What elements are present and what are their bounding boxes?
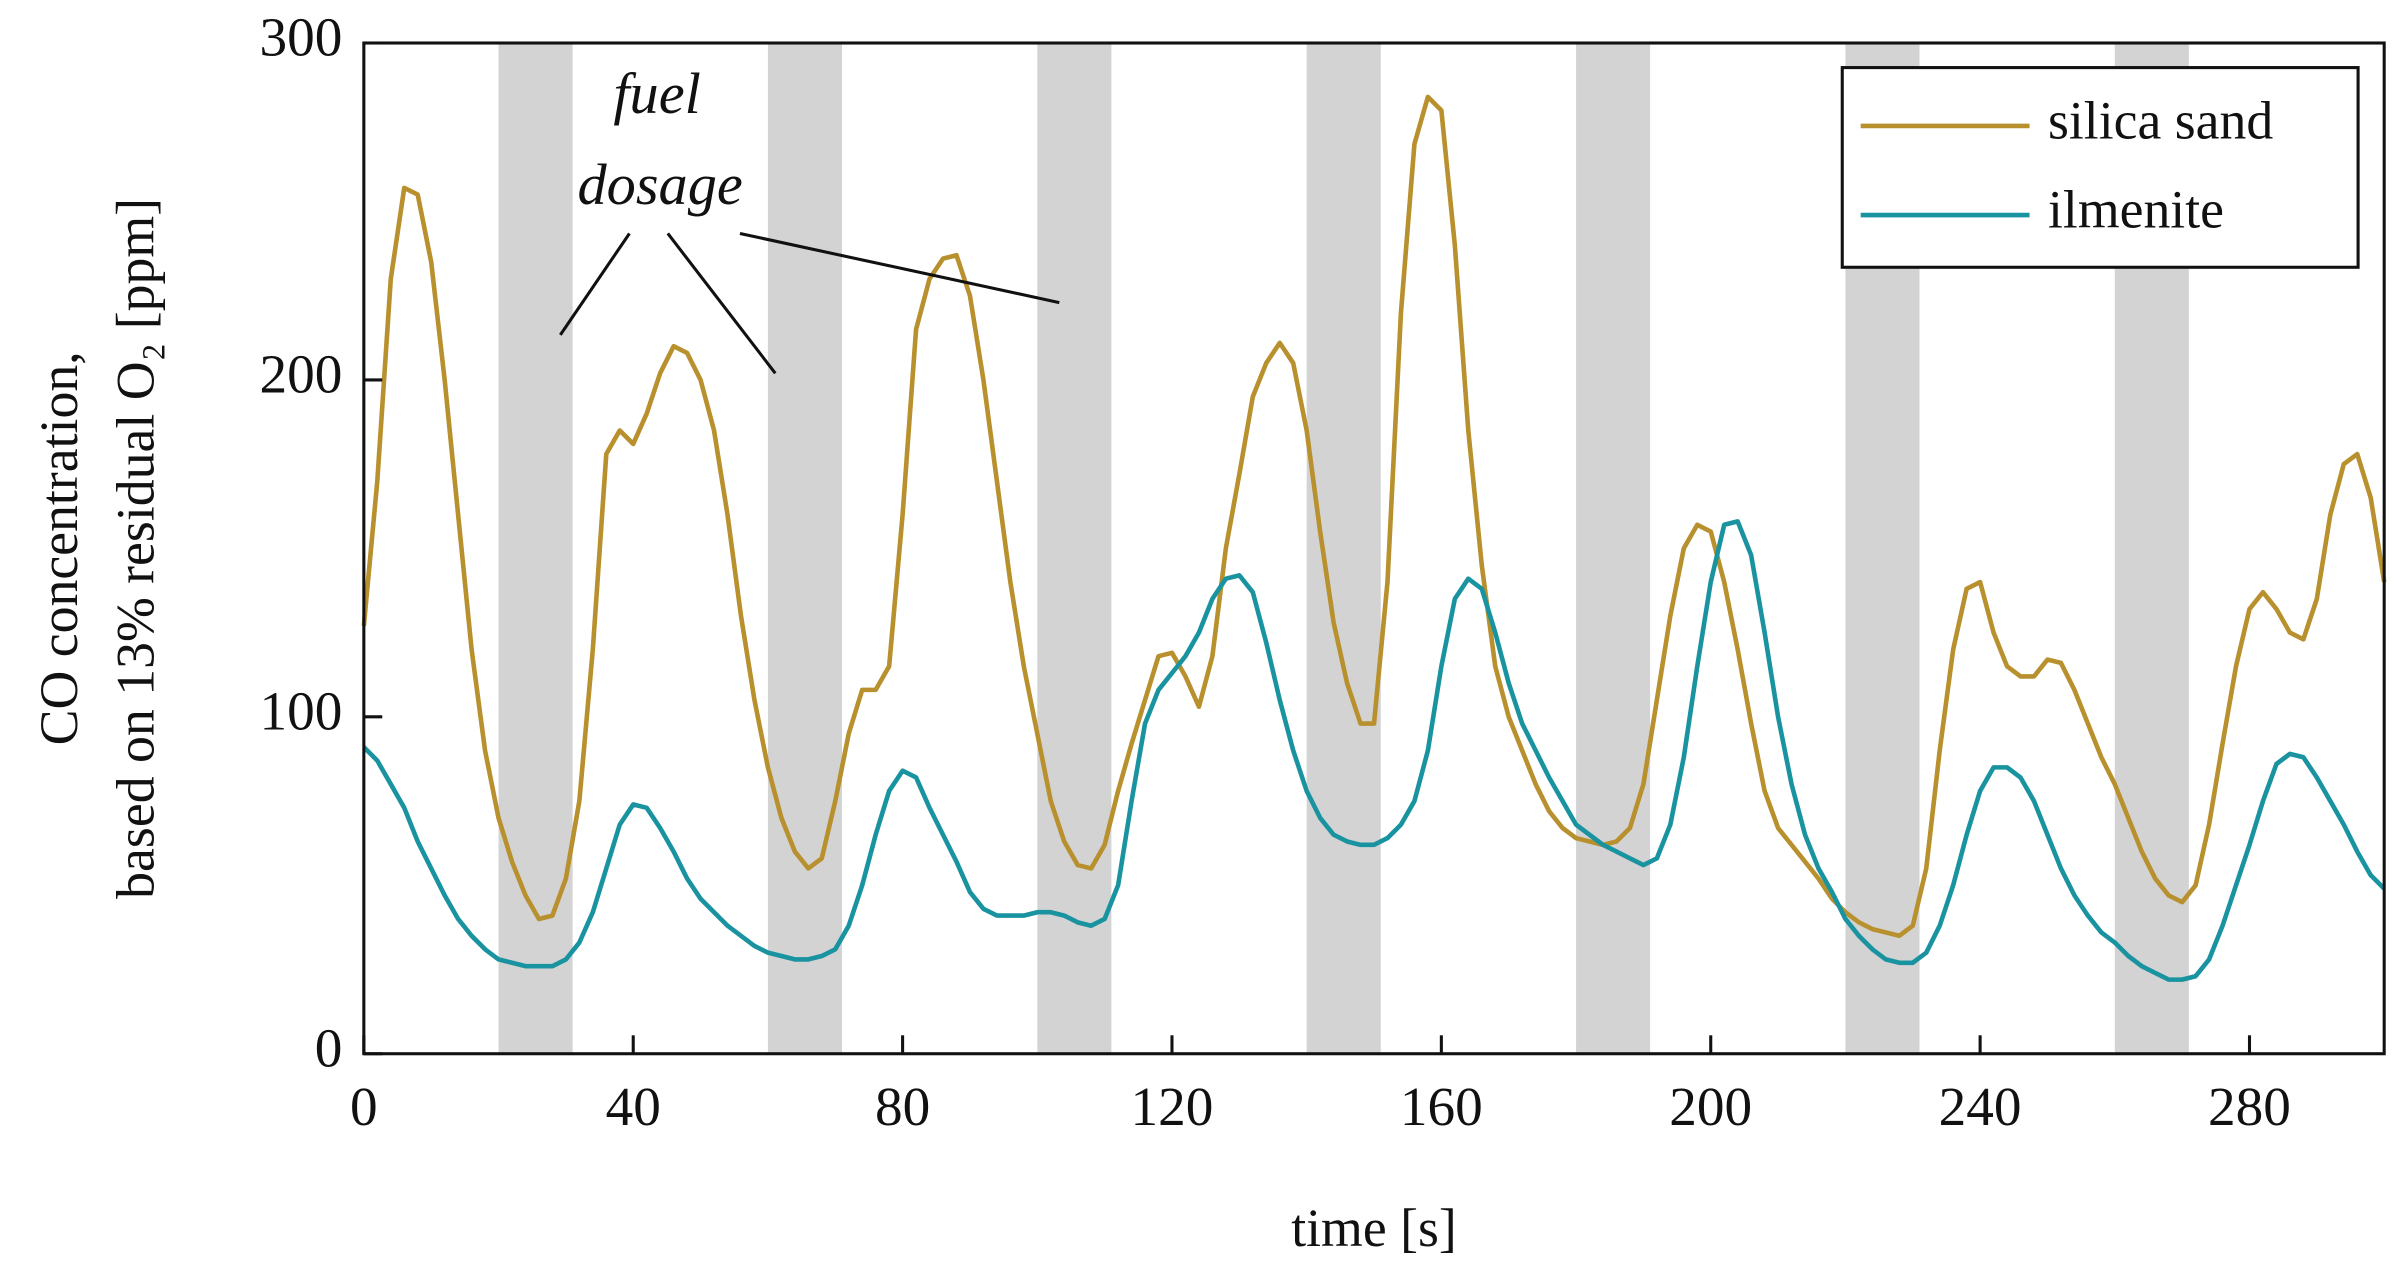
- legend: silica sand ilmenite: [1840, 66, 2360, 269]
- data-line: [362, 519, 2386, 982]
- y-tick-label: 0: [315, 1017, 343, 1078]
- x-tick-label: 120: [1131, 1076, 1214, 1137]
- legend-label: ilmenite: [2048, 179, 2224, 239]
- annotation-pointer: [739, 231, 1060, 305]
- y-tick-label: 200: [259, 344, 342, 405]
- x-tick-label: 0: [350, 1076, 378, 1137]
- tick-layer: 0 40 80 120 160 200 240 280 0 100 200 300: [259, 7, 2290, 1137]
- fuel-dosage-band: [498, 43, 573, 1054]
- x-tick-label: 80: [875, 1076, 930, 1137]
- shade-layer: [498, 43, 2189, 1054]
- plot-frame: [362, 41, 2386, 1056]
- fuel-dosage-band: [767, 43, 842, 1054]
- x-tick-label: 200: [1669, 1076, 1752, 1137]
- annotation-pointer: [559, 232, 631, 336]
- annotation-pointer: [666, 232, 777, 375]
- y-axis-title: CO concentration,: [29, 351, 89, 745]
- annotation: dosage: [578, 152, 743, 217]
- x-tick-label: 280: [2208, 1076, 2291, 1137]
- fuel-dosage-band: [1037, 43, 1112, 1054]
- data-line: [361, 94, 2387, 939]
- fuel-dosage-band: [1576, 43, 1651, 1054]
- x-tick-label: 160: [1400, 1076, 1483, 1137]
- legend-label: silica sand: [2048, 90, 2273, 150]
- annotation: fuel: [613, 61, 700, 126]
- y-axis-title: based on 13% residual O₂ [ppm]: [106, 198, 166, 899]
- y-tick-label: 100: [259, 681, 342, 742]
- x-tick-label: 40: [606, 1076, 661, 1137]
- line-layer: [361, 94, 2387, 982]
- fuel-dosage-band: [1306, 43, 1381, 1054]
- y-tick-label: 300: [259, 7, 342, 68]
- legend-box: [1840, 66, 2360, 269]
- x-tick-label: 240: [1939, 1076, 2022, 1137]
- x-axis-title: time [s]: [1291, 1198, 1457, 1258]
